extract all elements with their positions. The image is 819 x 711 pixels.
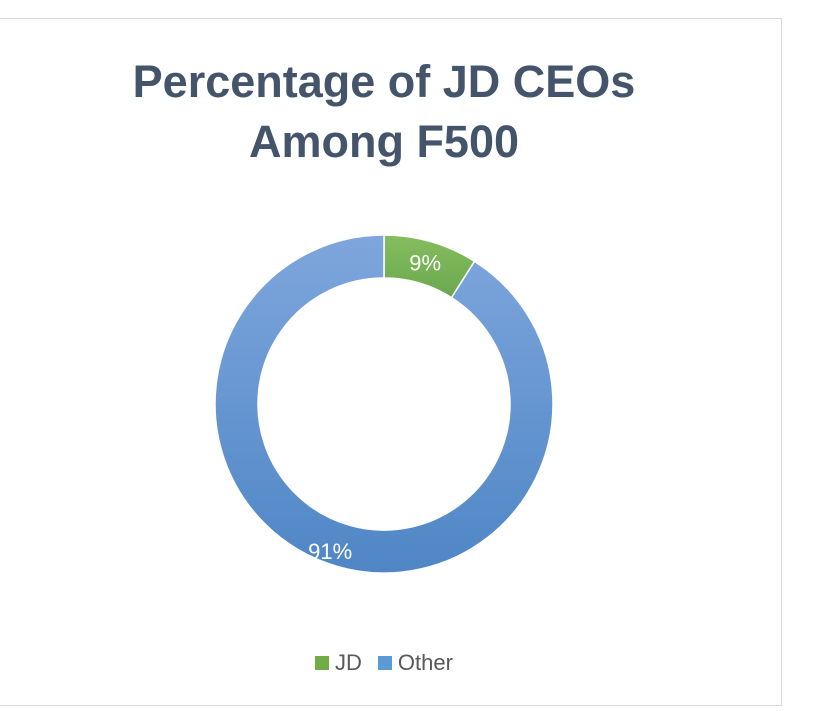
chart-frame [0,18,782,706]
legend-label-jd: JD [335,650,362,675]
data-label-jd: 9% [409,250,441,275]
chart-title-line-2: Among F500 [248,116,520,167]
legend-label-other: Other [397,650,453,675]
data-label-other: 91% [308,539,352,564]
legend-item-other: Other [377,650,453,676]
legend-swatch-jd [315,656,330,670]
chart-title-line-1: Percentage of JD CEOs [132,56,636,107]
legend-item-jd: JD [315,650,362,676]
chart-legend: JD Other [0,650,768,676]
slice-other [214,234,554,574]
chart-title: Percentage of JD CEOs Among F500 [0,52,768,172]
legend-swatch-other [377,656,392,670]
